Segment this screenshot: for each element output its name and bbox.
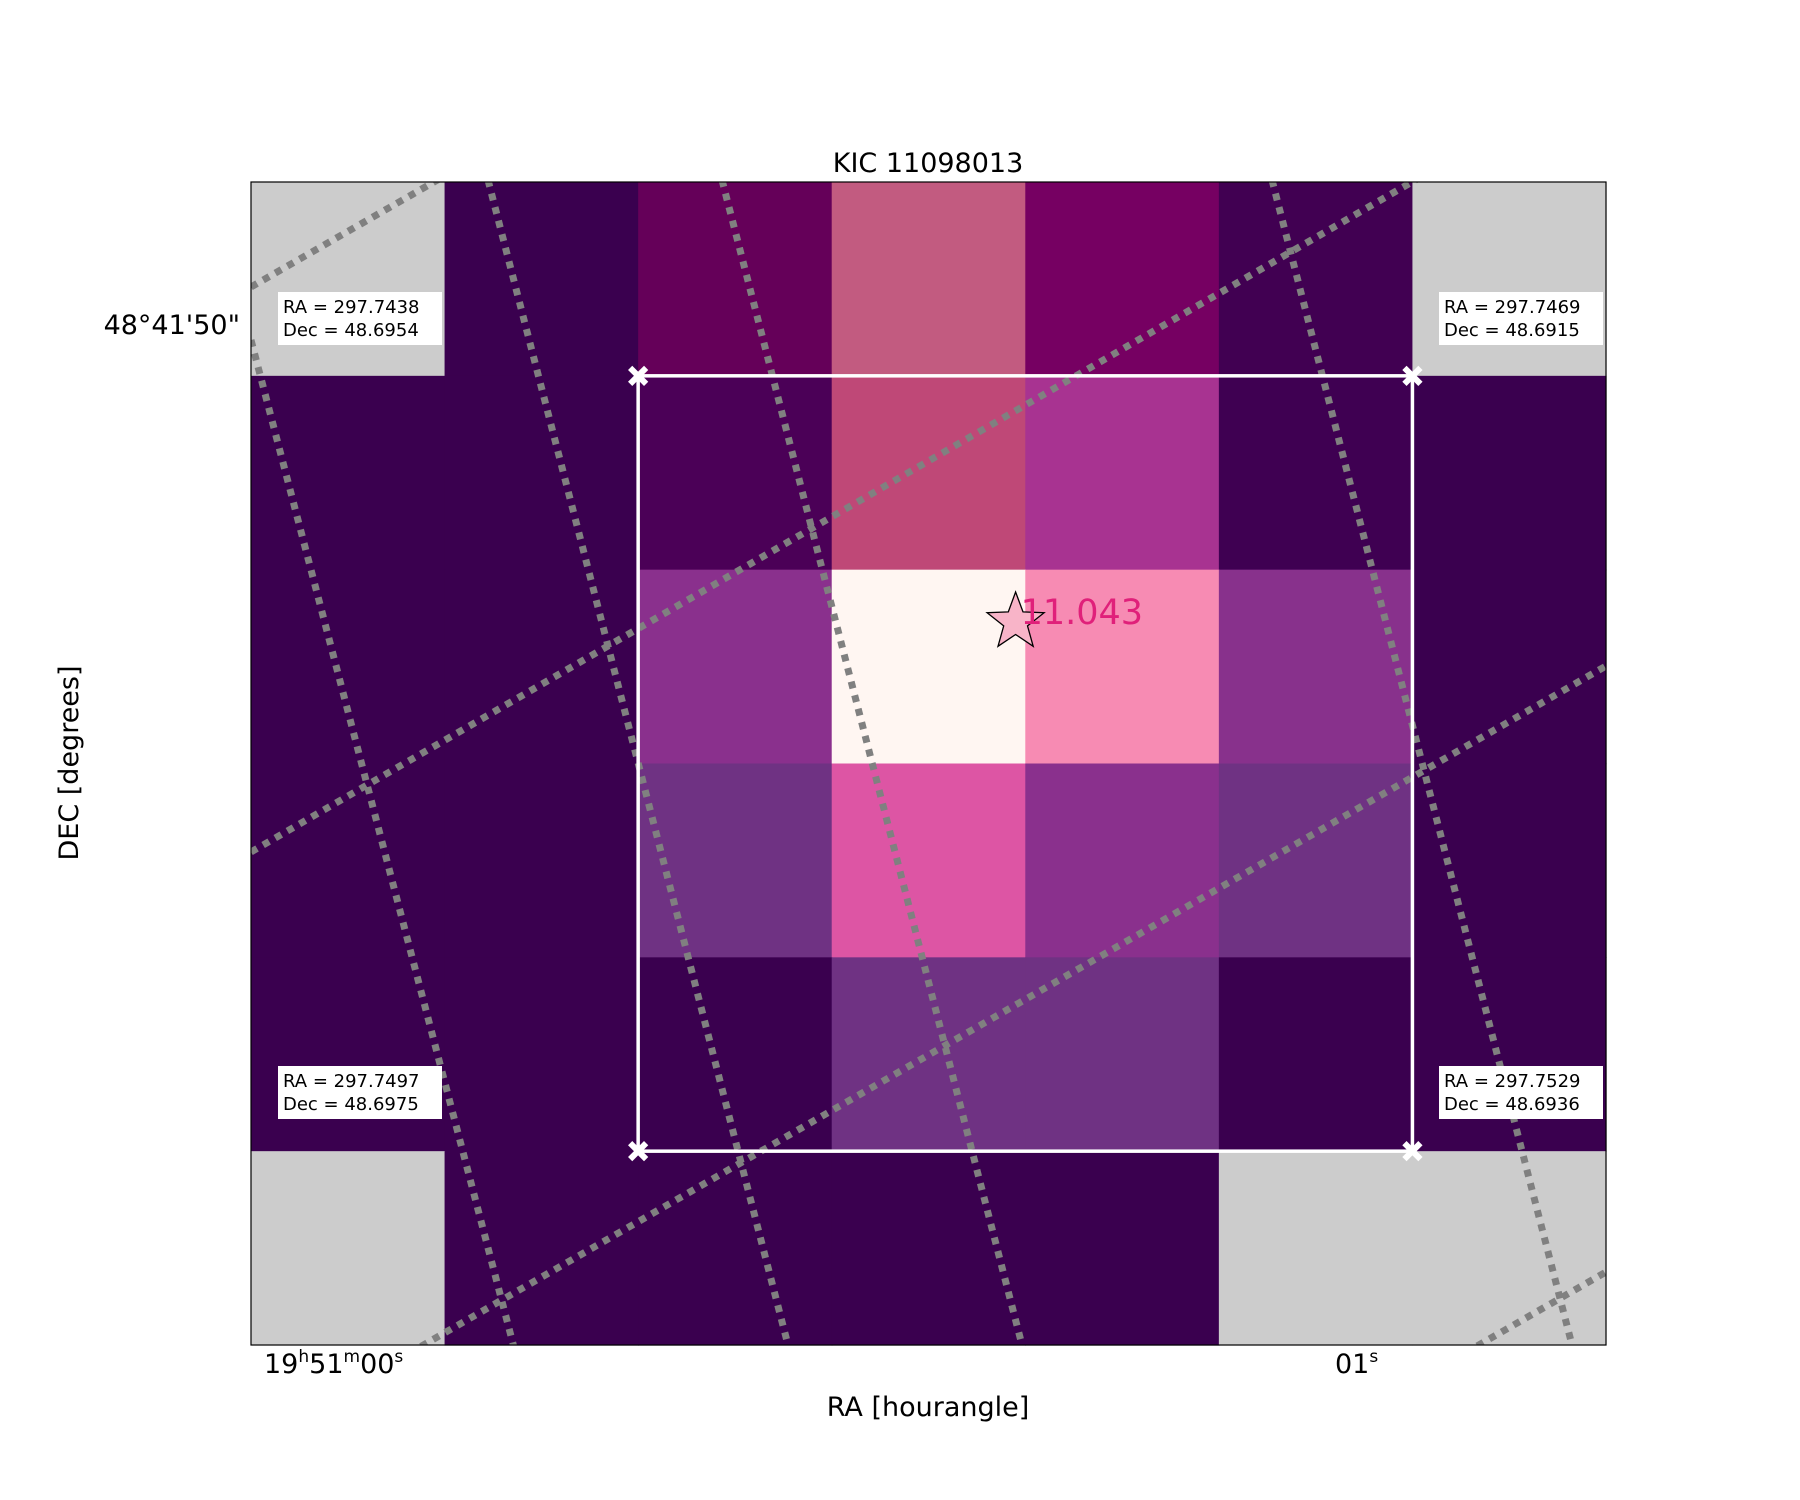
dec-grid-line — [416, 662, 1606, 1345]
pixel-grid — [251, 182, 1607, 1346]
y-axis-label: DEC [degrees] — [54, 665, 85, 860]
ra-grid-line — [0, 180, 100, 1345]
pixel-cell — [444, 375, 639, 571]
annotation-line: Dec = 48.6954 — [283, 320, 419, 341]
aperture — [628, 365, 1423, 1162]
pixel-cell — [1025, 1151, 1220, 1346]
pixel-cell — [1412, 957, 1607, 1152]
pixel-cell — [1218, 375, 1414, 571]
pixel-cell — [638, 1151, 833, 1346]
y-tick-label: 48°41'50" — [104, 310, 240, 341]
pixel-cell — [638, 182, 833, 377]
pixel-cell — [251, 182, 446, 377]
pixel-cell — [444, 957, 639, 1152]
pixel-cell — [1218, 1151, 1414, 1346]
x-axis-label: RA [hourangle] — [827, 1392, 1030, 1423]
aperture-corner-marker — [1402, 1141, 1423, 1162]
pixel-cell — [444, 569, 639, 765]
aperture-corner-marker — [628, 365, 649, 386]
annotation-line: RA = 297.7469 — [1444, 297, 1581, 318]
pixel-cell — [831, 375, 1026, 571]
star-magnitude-label: 11.043 — [1021, 593, 1143, 633]
pixel-cell — [1412, 375, 1607, 571]
pixel-cell — [638, 375, 833, 571]
pixel-cell — [638, 763, 833, 958]
pixel-cell — [831, 182, 1026, 377]
pixel-cell — [444, 763, 639, 958]
plot-frame — [250, 181, 1607, 1346]
annotation-box — [278, 292, 442, 345]
aperture-corner-marker — [1402, 365, 1423, 386]
aperture-outline — [636, 374, 1415, 1153]
annotation-box — [278, 1066, 442, 1119]
chart-title: KIC 11098013 — [833, 148, 1024, 179]
target-star: 11.043 — [985, 590, 1143, 648]
x-tick-label: 01s — [1335, 1347, 1378, 1380]
ra-grid-line — [251, 339, 517, 1345]
pixel-cell — [1218, 957, 1414, 1152]
pixel-cell — [444, 1151, 639, 1346]
aperture-corner-marker — [628, 1141, 649, 1162]
pixel-cell — [831, 569, 1026, 765]
pixel-cell — [251, 375, 446, 571]
annotation-line: Dec = 48.6936 — [1444, 1094, 1580, 1115]
pixel-cell — [1025, 569, 1220, 765]
annotation-line: RA = 297.7438 — [283, 297, 420, 318]
pixel-cell — [831, 1151, 1026, 1346]
pixel-cell — [444, 182, 639, 377]
pixel-cell — [1412, 182, 1607, 377]
pixel-cell — [1025, 763, 1220, 958]
pixel-cell — [1412, 569, 1607, 765]
pixel-cell — [251, 1151, 446, 1346]
annotation-line: RA = 297.7497 — [283, 1071, 420, 1092]
x-tick-label: 19h51m00s — [264, 1347, 403, 1380]
pixel-cell — [251, 569, 446, 765]
pixel-cell — [251, 957, 446, 1152]
ra-grid-line — [484, 182, 792, 1345]
pixel-cell — [1025, 182, 1220, 377]
dec-grid-line — [251, 182, 1419, 856]
star-marker — [985, 590, 1046, 648]
pixel-cell — [638, 957, 833, 1152]
pixel-cell — [1412, 763, 1607, 958]
pixel-cell — [831, 763, 1026, 958]
pixel-cell — [1218, 569, 1414, 765]
pixel-cell — [1025, 957, 1220, 1152]
pixel-cell — [1025, 375, 1220, 571]
pixel-cell — [638, 569, 833, 765]
annotation-box — [1439, 292, 1603, 345]
annotation-line: Dec = 48.6975 — [283, 1094, 419, 1115]
annotation-line: Dec = 48.6915 — [1444, 320, 1580, 341]
pixel-cell — [831, 957, 1026, 1152]
pixel-cell — [1412, 1151, 1607, 1346]
annotation-box — [1439, 1066, 1603, 1119]
annotation-line: RA = 297.7529 — [1444, 1071, 1581, 1092]
